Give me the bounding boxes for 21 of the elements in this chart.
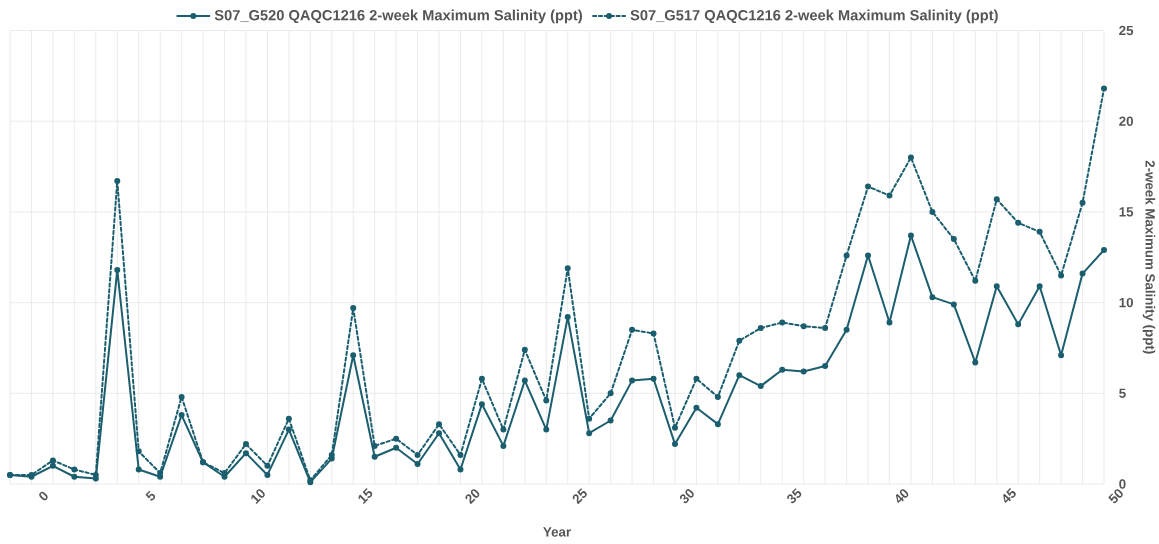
legend-label: S07_G517 QAQC1216 2-week Maximum Salinity (ppt): [630, 9, 998, 24]
x-tick-label: 10: [251, 489, 265, 504]
x-tick-label: 30: [679, 489, 694, 504]
x-tick-label: 35: [787, 488, 802, 504]
x-tick-label: 0: [39, 491, 48, 501]
x-axis-title: Year: [543, 527, 571, 537]
y-tick-label: 0: [1119, 479, 1126, 489]
x-tick-label: 5: [145, 490, 156, 501]
y-tick-label: 25: [1119, 25, 1134, 36]
y-tick-label: 5: [1119, 388, 1126, 398]
x-tick-label: 20: [465, 489, 480, 505]
x-tick-label: 40: [895, 489, 909, 504]
x-tick-label: 15: [358, 488, 373, 504]
x-tick-label: 50: [1108, 489, 1123, 504]
y-tick-label: 10: [1119, 297, 1133, 308]
legend-label: S07_G520 QAQC1216 2-week Maximum Salinity (ppt): [214, 9, 582, 24]
y-axis-title: 2-week Maximum Salinity (ppt): [1142, 160, 1156, 354]
y-tick-label: 20: [1119, 116, 1133, 126]
x-tick-label: 45: [1003, 488, 1016, 503]
x-tick-label: 25: [572, 488, 587, 505]
y-tick-label: 15: [1119, 207, 1134, 217]
